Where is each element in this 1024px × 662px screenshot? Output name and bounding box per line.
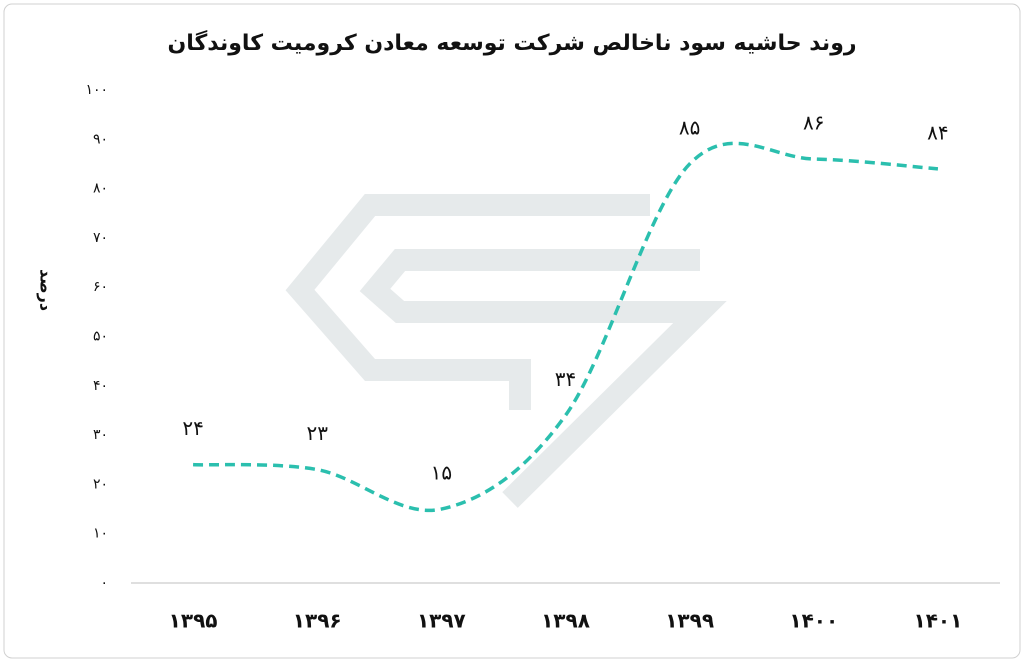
y-tick-label: ۶۰ bbox=[93, 279, 108, 295]
line-series bbox=[193, 141, 939, 513]
data-label: ۲۴ bbox=[182, 416, 203, 440]
y-tick-label: ۲۰ bbox=[93, 476, 108, 492]
x-tick-label: ۱۳۹۸ bbox=[541, 609, 590, 633]
y-tick-label: ۵۰ bbox=[93, 329, 108, 345]
y-axis-label: درصد bbox=[37, 269, 56, 311]
y-tick-label: ۱۰ bbox=[93, 526, 108, 542]
x-tick-label: ۱۳۹۹ bbox=[665, 609, 714, 633]
data-label: ۱۵ bbox=[431, 461, 452, 485]
x-tick-label: ۱۴۰۰ bbox=[789, 609, 838, 633]
data-label: ۸۵ bbox=[679, 115, 700, 139]
data-label: ۳۴ bbox=[555, 367, 576, 391]
y-tick-label: ۱۰۰ bbox=[85, 82, 108, 98]
x-tick-label: ۱۳۹۶ bbox=[293, 609, 342, 633]
data-label: ۸۴ bbox=[927, 120, 948, 144]
y-tick-label: ۷۰ bbox=[93, 230, 108, 246]
y-tick-label: ۴۰ bbox=[93, 378, 108, 394]
y-tick-label: ۸۰ bbox=[93, 181, 108, 197]
watermark bbox=[285, 194, 727, 508]
y-tick-label: ۳۰ bbox=[93, 427, 108, 443]
data-label: ۸۶ bbox=[803, 111, 824, 135]
data-label: ۲۳ bbox=[306, 421, 328, 445]
chart-title: روند حاشیه سود ناخالص شرکت توسعه معادن ک… bbox=[167, 29, 856, 56]
y-tick-label: ۰ bbox=[100, 575, 108, 591]
frame bbox=[3, 3, 1021, 659]
x-tick-label: ۱۳۹۷ bbox=[417, 609, 466, 633]
x-tick-label: ۱۳۹۵ bbox=[169, 609, 218, 633]
y-tick-label: ۹۰ bbox=[93, 131, 108, 147]
x-tick-label: ۱۴۰۱ bbox=[914, 609, 963, 633]
